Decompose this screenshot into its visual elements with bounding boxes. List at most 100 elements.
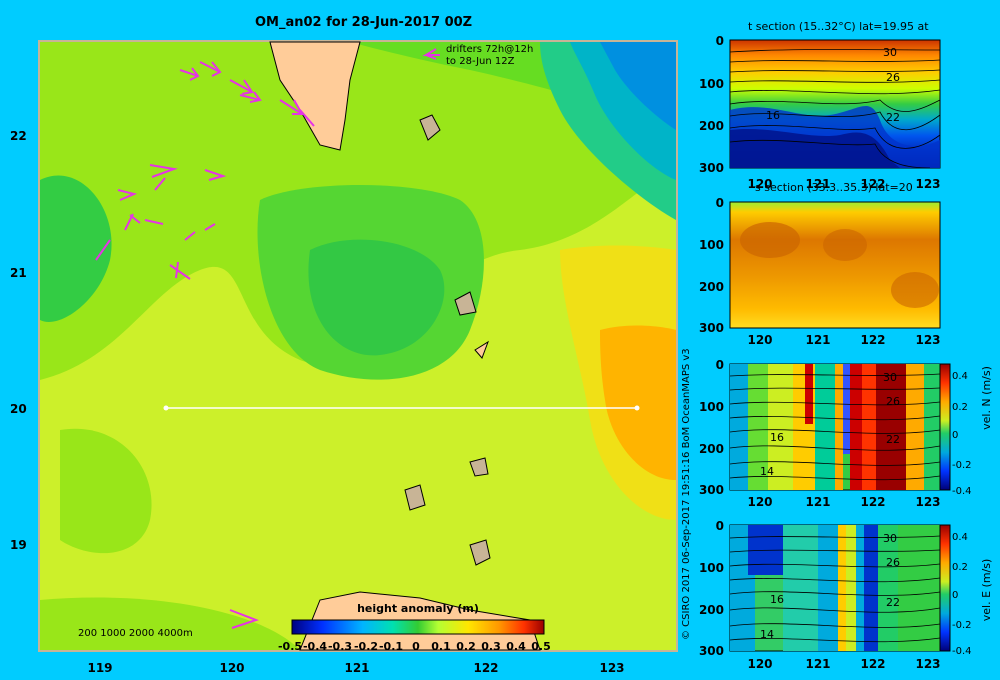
panel-x-tick: 121	[805, 495, 830, 509]
panel-x-tick: 122	[860, 177, 885, 191]
t-contour-label: 30	[883, 46, 897, 59]
ve-colorbar-tick: 0	[952, 590, 958, 601]
vn-contour-label: 16	[770, 431, 784, 444]
island	[404, 484, 426, 511]
map-x-tick: 123	[599, 661, 624, 675]
ve-colorbar-label: vel. E (m/s)	[980, 559, 993, 622]
ve-colorbar-tick: 0.4	[952, 532, 968, 543]
vn-contour-label: 30	[883, 371, 897, 384]
panel-x-tick: 122	[860, 657, 885, 671]
island	[474, 340, 489, 359]
colorbar-tick: -0.2	[354, 640, 378, 653]
island	[454, 291, 477, 316]
vn-colorbar-tick: 0.2	[952, 402, 968, 413]
island	[469, 539, 491, 566]
colorbar-tick: 0.4	[506, 640, 526, 653]
colorbar-tick: 0	[412, 640, 420, 653]
map-y-tick: 20	[10, 402, 27, 416]
island	[419, 114, 441, 141]
panel-x-tick: 123	[915, 495, 940, 509]
ve-contour-label: 26	[886, 556, 900, 569]
panel-x-tick: 122	[860, 495, 885, 509]
panel-x-tick: 121	[805, 177, 830, 191]
colorbar-tick: 0.1	[431, 640, 451, 653]
vn-colorbar-tick: -0.4	[952, 486, 972, 497]
t-section-plot: 30 26 22 16	[729, 39, 941, 169]
panel-x-tick: 123	[915, 177, 940, 191]
section-line-end	[634, 405, 640, 411]
t-contour-label: 22	[886, 111, 900, 124]
map-x-tick: 121	[344, 661, 369, 675]
t-contour-label: 16	[766, 109, 780, 122]
colorbar-tick: 0.3	[481, 640, 501, 653]
panel-y-tick: 200	[699, 442, 724, 456]
taiwan-landmass	[269, 41, 361, 151]
panel-x-tick: 120	[747, 333, 772, 347]
colorbar-tick: 0.2	[456, 640, 476, 653]
panel-y-tick: 100	[699, 400, 724, 414]
ve-contour-label: 30	[883, 532, 897, 545]
panel-y-tick: 0	[716, 34, 724, 48]
vn-colorbar-label: vel. N (m/s)	[980, 366, 993, 430]
s-section-plot	[729, 201, 941, 329]
panel-x-tick: 120	[747, 657, 772, 671]
panel-y-tick: 0	[716, 519, 724, 533]
panel-y-tick: 300	[699, 644, 724, 658]
drifters-label: drifters 72h@12h	[446, 44, 533, 55]
panel-x-tick: 120	[747, 495, 772, 509]
t-section-title: t section (15..32°C) lat=19.95 at	[748, 20, 929, 33]
panel-y-tick: 100	[699, 561, 724, 575]
panel-y-tick: 100	[699, 77, 724, 91]
colorbar-tick: 0.5	[531, 640, 551, 653]
vn-contour-label: 14	[760, 465, 774, 478]
ve-section-plot: 30 26 22 16 14	[729, 524, 941, 652]
ve-colorbar-tick: -0.2	[952, 620, 972, 631]
vn-colorbar	[939, 363, 951, 491]
t-contour-label: 26	[886, 71, 900, 84]
panel-y-tick: 200	[699, 603, 724, 617]
panel-x-tick: 120	[747, 177, 772, 191]
vn-contour-label: 26	[886, 395, 900, 408]
ve-contour-label: 14	[760, 628, 774, 641]
colorbar-tick: -0.4	[303, 640, 327, 653]
drifters-label: to 28-Jun 12Z	[446, 56, 515, 67]
panel-y-tick: 100	[699, 238, 724, 252]
colorbar-tick: -0.1	[379, 640, 403, 653]
panel-y-tick: 200	[699, 119, 724, 133]
colorbar-tick: -0.5	[278, 640, 302, 653]
colorbar-tick: -0.3	[328, 640, 352, 653]
panel-y-tick: 200	[699, 280, 724, 294]
height-anomaly-field	[40, 42, 676, 650]
s-section-title: s section (33.3..35.3) lat=20	[755, 181, 913, 194]
panel-x-tick: 121	[805, 657, 830, 671]
map-y-ticks: 22 21 20 19	[10, 129, 27, 552]
ve-colorbar-tick: -0.4	[952, 646, 972, 657]
depth-legend: 200 1000 2000 4000m	[78, 628, 193, 639]
map-x-ticks: 119 120 121 122 123	[87, 661, 624, 675]
map-title: OM_an02 for 28-Jun-2017 00Z	[255, 15, 473, 30]
map-x-tick: 119	[87, 661, 112, 675]
panel-x-tick: 123	[915, 333, 940, 347]
panel-x-tick: 122	[860, 333, 885, 347]
colorbar	[291, 619, 545, 635]
main-map: 119 120 121 122 123 22 21 20 19 drifters…	[10, 40, 678, 675]
panel-y-tick: 300	[699, 321, 724, 335]
island	[469, 457, 489, 477]
ve-contour-label: 22	[886, 596, 900, 609]
section-panels: t section (15..32°C) lat=19.95 at 30 26 …	[699, 20, 993, 671]
panel-y-tick: 0	[716, 196, 724, 210]
map-y-tick: 19	[10, 538, 27, 552]
vn-colorbar-tick: -0.2	[952, 460, 972, 471]
panel-x-tick: 121	[805, 333, 830, 347]
panel-y-tick: 300	[699, 483, 724, 497]
map-y-tick: 21	[10, 266, 27, 280]
vn-contour-label: 22	[886, 433, 900, 446]
vn-section-plot: 30 26 22 16 14	[729, 363, 941, 491]
vn-colorbar-tick: 0	[952, 430, 958, 441]
colorbar-ticks: -0.5 -0.4 -0.3 -0.2 -0.1 0 0.1 0.2 0.3 0…	[278, 640, 551, 653]
ve-colorbar-tick: 0.2	[952, 562, 968, 573]
panel-y-tick: 300	[699, 161, 724, 175]
ve-contour-label: 16	[770, 593, 784, 606]
section-line-start	[163, 405, 169, 411]
map-x-tick: 120	[219, 661, 244, 675]
